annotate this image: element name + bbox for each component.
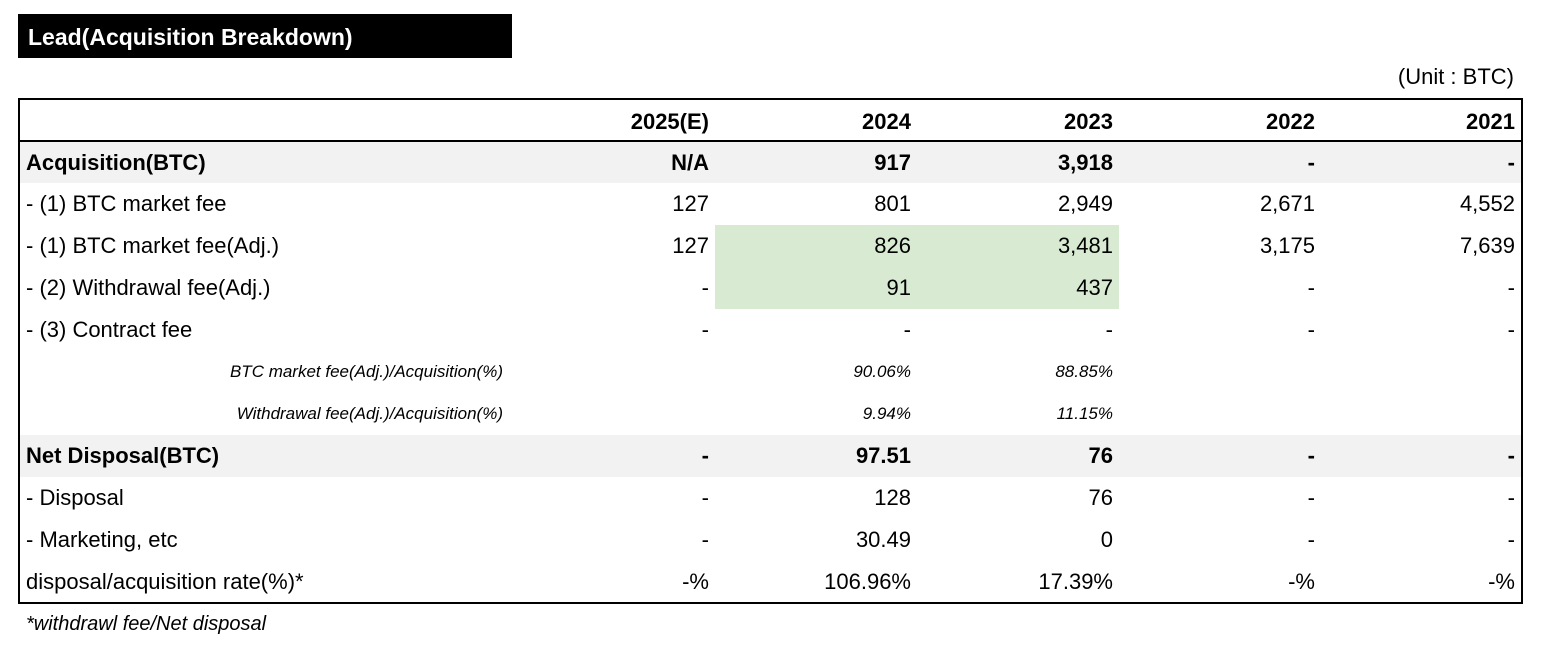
cell: -	[513, 435, 715, 477]
cell: 2,949	[1057, 191, 1113, 216]
cell: -	[1307, 317, 1315, 342]
cell: -%	[1288, 568, 1315, 594]
header-cell: 2025(E)	[513, 99, 715, 142]
cell: 826	[715, 225, 917, 267]
header-row: 2025(E) 2024 2023 2022 2021	[19, 99, 1522, 142]
cell	[513, 351, 715, 393]
table-row: Acquisition(BTC) N/A 917 3,918- -	[19, 141, 1522, 183]
cell: -	[1507, 275, 1515, 300]
row-label: Acquisition(BTC)	[19, 141, 513, 183]
row-label: - (2) Withdrawal fee(Adj.)	[26, 275, 271, 300]
table-row: - (2) Withdrawal fee(Adj.) -91 437- -	[19, 267, 1522, 309]
cell: -	[1307, 275, 1315, 300]
row-label: - (1) BTC market fee	[26, 191, 227, 216]
row-label: - Marketing, etc	[26, 527, 178, 552]
row-label: disposal/acquisition rate(%)*	[26, 568, 304, 594]
header-cell: 2021	[1321, 99, 1522, 142]
cell: 76	[1088, 485, 1113, 510]
cell: 4,552	[1459, 191, 1515, 216]
title: Lead(Acquisition Breakdown)	[18, 14, 512, 58]
cell: -	[1119, 141, 1321, 183]
row-label: - (1) BTC market fee(Adj.)	[26, 233, 280, 258]
cell: -	[903, 317, 911, 342]
cell: 91	[715, 267, 917, 309]
row-label: Net Disposal(BTC)	[19, 435, 513, 477]
table-row: Withdrawal fee(Adj.)/Acquisition(%) 9.94%…	[19, 393, 1522, 435]
cell: -	[1119, 435, 1321, 477]
row-label: BTC market fee(Adj.)/Acquisition(%)	[229, 362, 503, 381]
cell: N/A	[513, 141, 715, 183]
unit-label: (Unit : BTC)	[1397, 64, 1514, 89]
cell: -	[1507, 317, 1515, 342]
cell: -	[701, 317, 709, 342]
cell: 11.15%	[1056, 404, 1113, 423]
cell: 7,639	[1459, 233, 1515, 258]
cell	[513, 393, 715, 435]
cell: 90.06%	[853, 362, 911, 381]
cell: 9.94%	[862, 404, 911, 423]
cell	[1321, 393, 1522, 435]
cell: 3,918	[917, 141, 1119, 183]
cell: -	[701, 275, 709, 300]
cell: 88.85%	[1055, 362, 1113, 381]
cell: -	[701, 485, 709, 510]
cell: -%	[1488, 568, 1515, 594]
header-cell: 2022	[1119, 99, 1321, 142]
cell: 30.49	[855, 527, 911, 552]
cell: 127	[672, 233, 709, 258]
cell: 801	[874, 191, 911, 216]
table-row: BTC market fee(Adj.)/Acquisition(%) 90.06…	[19, 351, 1522, 393]
cell: 437	[917, 267, 1119, 309]
row-label: - (3) Contract fee	[26, 317, 193, 342]
table-row: - (3) Contract fee - - - - -	[19, 309, 1522, 351]
cell	[1119, 351, 1321, 393]
cell	[1119, 393, 1321, 435]
cell: -	[1507, 485, 1515, 510]
table-row: disposal/acquisition rate(%)* -% 106.96% 17…	[19, 561, 1522, 603]
cell: 76	[917, 435, 1119, 477]
footnote: *withdrawl fee/Net disposal	[26, 613, 267, 635]
header-cell	[19, 99, 513, 142]
table-row: - (1) BTC market fee 127 801 2,949 2,671 4,55…	[19, 183, 1522, 225]
header-cell: 2024	[715, 99, 917, 142]
table-row: - (1) BTC market fee(Adj.) 127 826 3,481 3,1…	[19, 225, 1522, 267]
cell: -	[701, 527, 709, 552]
cell: -	[1307, 485, 1315, 510]
cell: -%	[682, 568, 709, 594]
cell: 97.51	[715, 435, 917, 477]
cell: 127	[672, 191, 709, 216]
cell: -	[1321, 141, 1522, 183]
cell	[1321, 351, 1522, 393]
data-table: 2025(E) 2024 2023 2022 2021 Acquisition(BTC) N…	[18, 98, 1523, 604]
header-cell: 2023	[917, 99, 1119, 142]
cell: 0	[1100, 527, 1113, 552]
cell: 3,175	[1259, 233, 1315, 258]
table-row: - Disposal - 128 76 - -	[19, 477, 1522, 519]
cell: 17.39%	[1038, 568, 1113, 594]
cell: 3,481	[917, 225, 1119, 267]
row-label: - Disposal	[26, 485, 124, 510]
table-row: Net Disposal(BTC) -97.51 76- -	[19, 435, 1522, 477]
table-row: - Marketing, etc - 30.49 0 - -	[19, 519, 1522, 561]
cell: 106.96%	[824, 568, 911, 594]
cell: -	[1507, 527, 1515, 552]
cell: -	[1321, 435, 1522, 477]
cell: -	[1307, 527, 1315, 552]
row-label: Withdrawal fee(Adj.)/Acquisition(%)	[236, 404, 503, 423]
cell: -	[1105, 317, 1113, 342]
cell: 917	[715, 141, 917, 183]
cell: 128	[874, 485, 911, 510]
cell: 2,671	[1259, 191, 1315, 216]
